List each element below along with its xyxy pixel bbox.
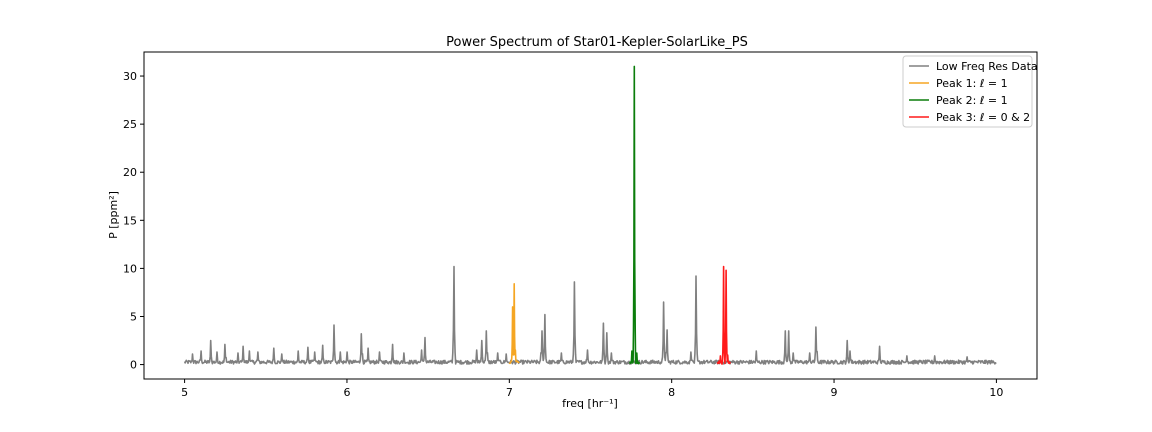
x-tick-label: 6	[343, 386, 350, 399]
legend-entry: Peak 1: ℓ = 1	[936, 77, 1008, 90]
axes-frame	[143, 51, 1038, 380]
x-tick-label: 5	[181, 386, 188, 399]
x-tick-label: 9	[831, 386, 838, 399]
legend-box	[902, 55, 1033, 128]
y-tick-label: 15	[123, 214, 137, 227]
x-tick-label: 7	[506, 386, 513, 399]
y-axis-ticks: 0 5 10 15 20 25 30	[123, 70, 144, 372]
y-axis-label: P [ppm²]	[107, 191, 120, 239]
y-tick-label: 30	[123, 70, 137, 83]
series-line-0	[183, 265, 997, 365]
legend-entry: Peak 3: ℓ = 0 & 2	[936, 111, 1030, 124]
legend: Low Freq Res Data Peak 1: ℓ = 1 Peak 2: ℓ …	[902, 55, 1038, 128]
y-tick-label: 5	[130, 310, 137, 323]
legend-entry: Low Freq Res Data	[936, 60, 1038, 73]
x-axis-ticks: 5 6 7 8 9 10	[181, 379, 1003, 399]
series-line-3	[716, 265, 731, 365]
x-tick-label: 8	[668, 386, 675, 399]
x-tick-label: 10	[989, 386, 1003, 399]
y-tick-label: 25	[123, 118, 137, 131]
y-tick-label: 10	[123, 262, 137, 275]
plot-area	[183, 65, 997, 365]
y-tick-label: 0	[130, 359, 137, 372]
x-axis-label: freq [hr⁻¹]	[562, 397, 618, 410]
series-line-2	[628, 65, 640, 365]
y-tick-label: 20	[123, 166, 137, 179]
series-line-1	[508, 282, 520, 365]
legend-entry: Peak 2: ℓ = 1	[936, 94, 1008, 107]
chart-title: Power Spectrum of Star01-Kepler-SolarLik…	[446, 35, 748, 50]
